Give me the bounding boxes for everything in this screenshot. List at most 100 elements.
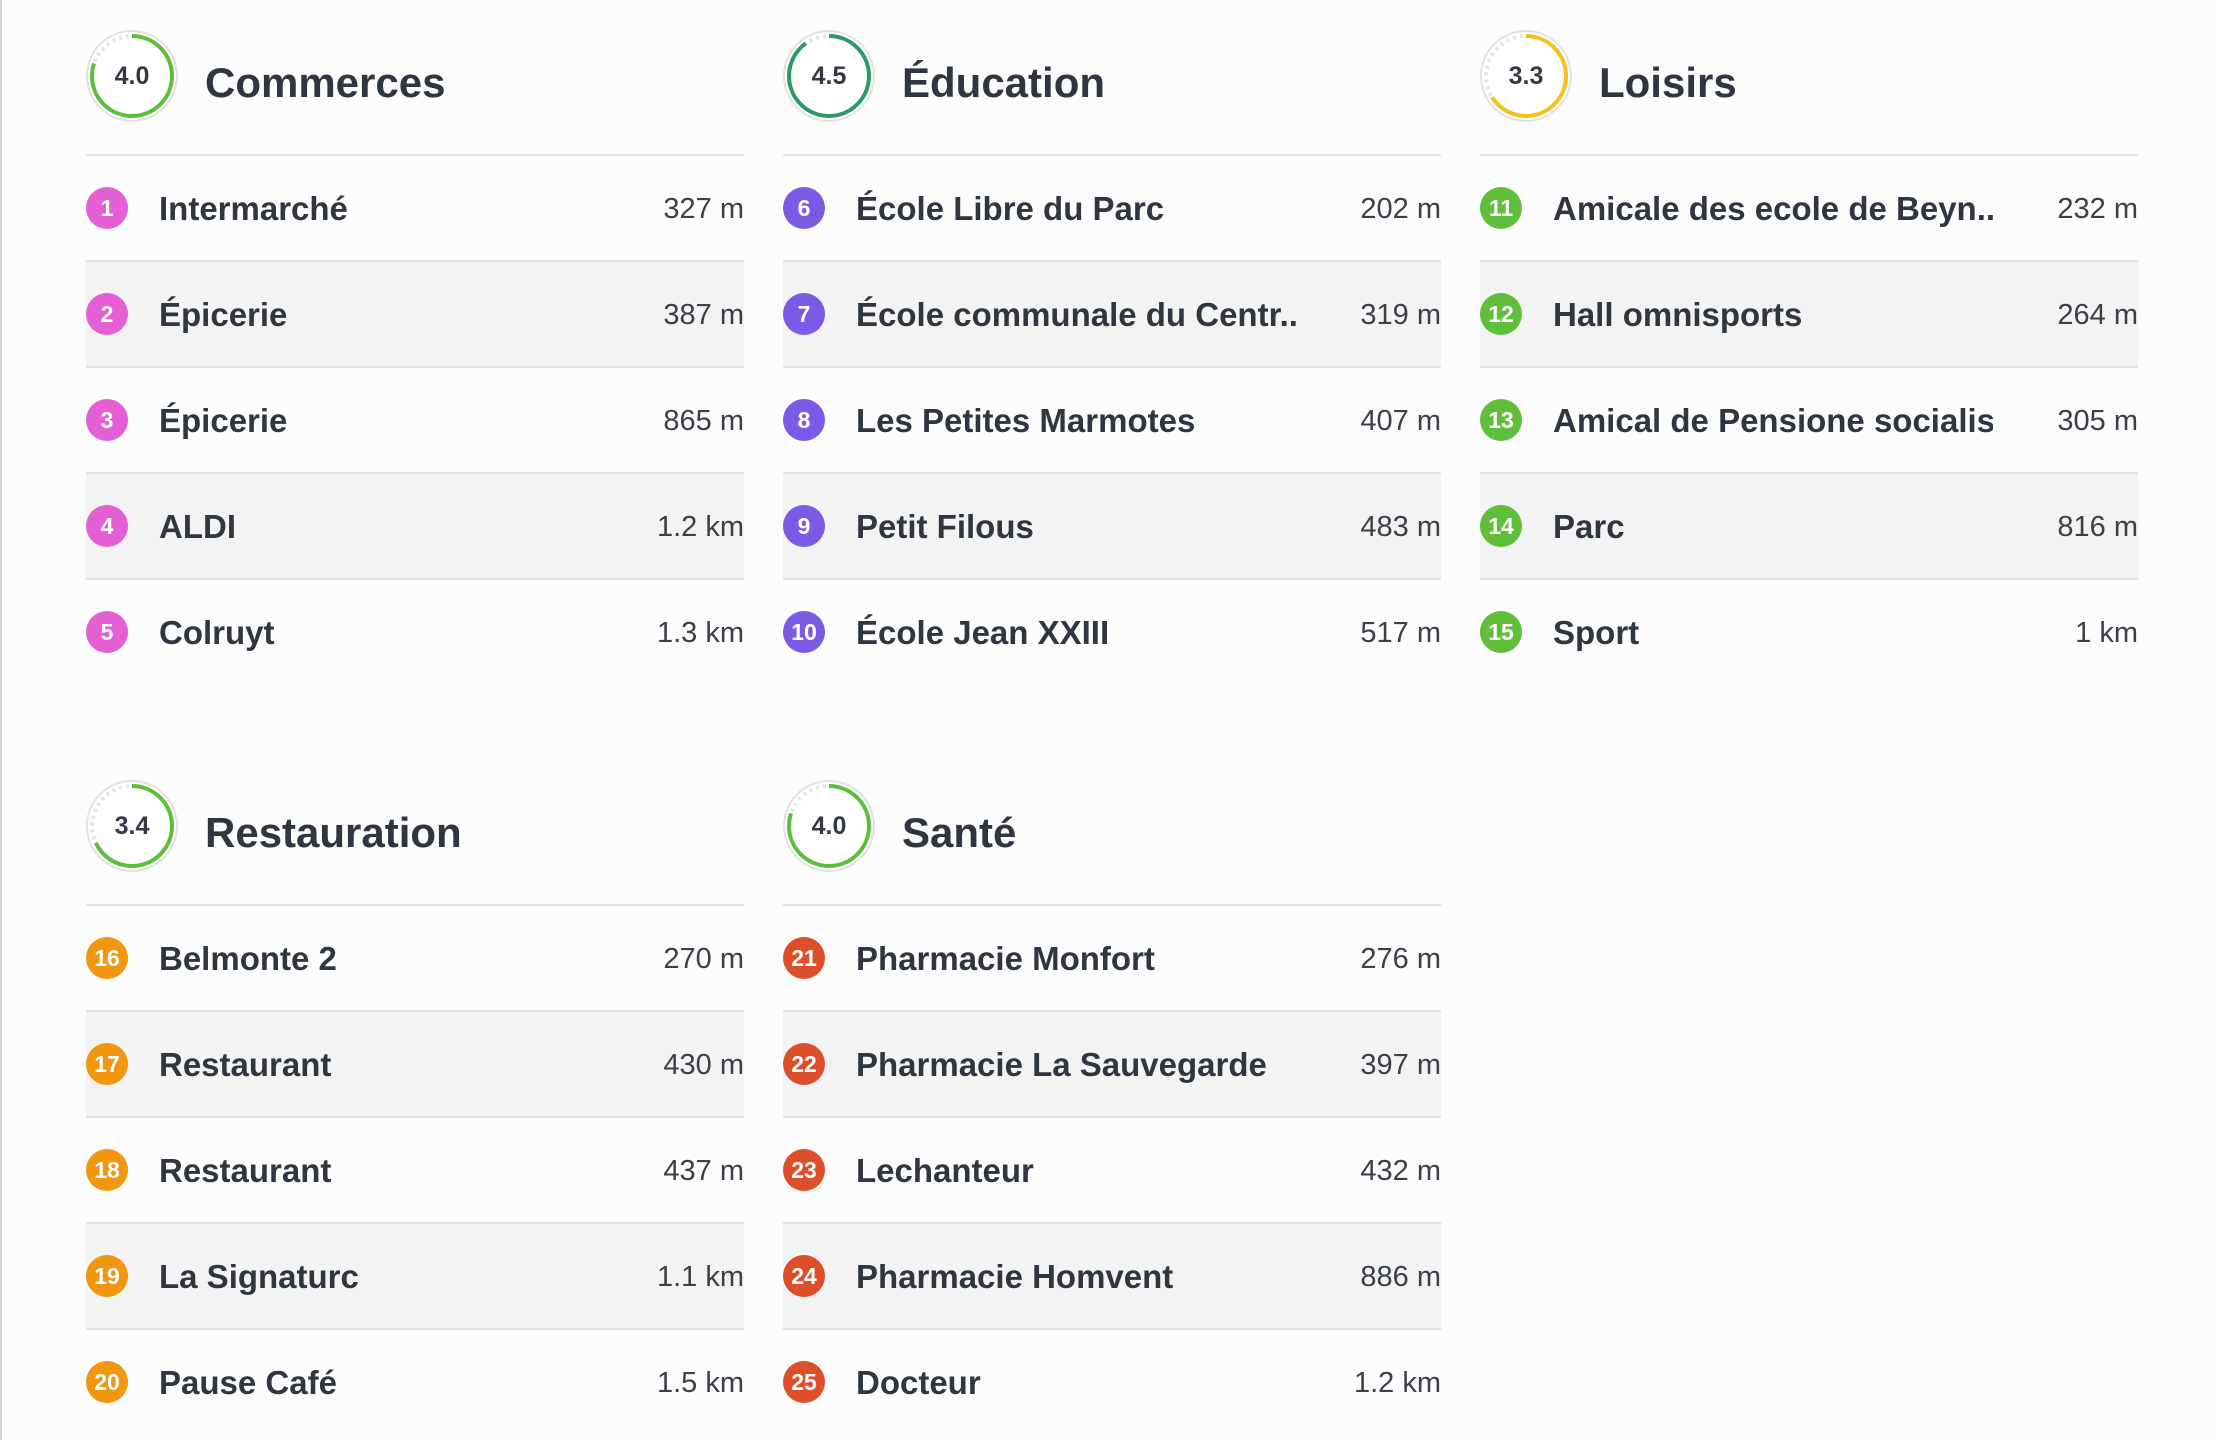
poi-row[interactable]: 1 Intermarché 327 m <box>86 156 744 262</box>
poi-row[interactable]: 11 Amicale des ecole de Beyn... 232 m <box>1480 156 2138 262</box>
poi-distance: 1 km <box>2075 617 2138 649</box>
category-restauration: 3.4 Restauration 16 Belmonte 2 270 m 17 Restau… <box>86 750 744 1436</box>
poi-number-badge: 21 <box>783 937 825 979</box>
poi-row[interactable]: 2 Épicerie 387 m <box>86 262 744 368</box>
poi-row[interactable]: 15 Sport 1 km <box>1480 580 2138 686</box>
poi-name: École communale du Centr... <box>856 296 1296 333</box>
score-value: 4.5 <box>811 62 847 90</box>
poi-row[interactable]: 9 Petit Filous 483 m <box>783 474 1441 580</box>
poi-distance: 264 m <box>2057 299 2138 331</box>
poi-distance: 319 m <box>1360 299 1441 331</box>
poi-distance: 432 m <box>1360 1155 1441 1187</box>
poi-number-badge: 18 <box>86 1149 128 1191</box>
poi-name: La Signaturc <box>159 1258 359 1295</box>
category-header: 4.5 Éducation <box>783 0 1441 156</box>
category-education: 4.5 Éducation 6 École Libre du Parc 202 m 7 Éc… <box>783 0 1441 686</box>
poi-name: Intermarché <box>159 190 348 227</box>
category-header: 4.0 Santé <box>783 750 1441 906</box>
poi-distance: 276 m <box>1360 943 1441 975</box>
poi-number-badge: 17 <box>86 1043 128 1085</box>
poi-row[interactable]: 25 Docteur 1.2 km <box>783 1330 1441 1436</box>
score-ring: 4.5 <box>783 30 875 122</box>
poi-row[interactable]: 5 Colruyt 1.3 km <box>86 580 744 686</box>
score-value: 3.3 <box>1508 62 1544 90</box>
poi-row[interactable]: 20 Pause Café 1.5 km <box>86 1330 744 1436</box>
poi-name: Pharmacie La Sauvegarde <box>856 1046 1267 1083</box>
poi-row[interactable]: 10 École Jean XXIII 517 m <box>783 580 1441 686</box>
poi-name: Sport <box>1553 614 1640 651</box>
poi-row[interactable]: 17 Restaurant 430 m <box>86 1012 744 1118</box>
poi-row[interactable]: 18 Restaurant 437 m <box>86 1118 744 1224</box>
poi-distance: 483 m <box>1360 511 1441 543</box>
poi-distance: 1.2 km <box>656 511 744 543</box>
poi-number-badge: 1 <box>86 187 128 229</box>
poi-distance: 387 m <box>663 299 744 331</box>
poi-number-badge: 7 <box>783 293 825 335</box>
category-title: Santé <box>902 809 1017 856</box>
poi-number-badge: 10 <box>783 611 825 653</box>
poi-row[interactable]: 14 Parc 816 m <box>1480 474 2138 580</box>
poi-row[interactable]: 16 Belmonte 2 270 m <box>86 906 744 1012</box>
category-title: Restauration <box>205 809 462 856</box>
score-arc <box>90 34 174 118</box>
score-arc <box>787 34 871 118</box>
poi-name: École Libre du Parc <box>856 190 1165 227</box>
category-header: 4.0 Commerces <box>86 0 744 156</box>
category-header: 3.3 Loisirs <box>1480 0 2138 156</box>
score-value: 4.0 <box>811 812 847 840</box>
poi-number-badge: 14 <box>1480 505 1522 547</box>
score-ring: 3.4 <box>86 780 178 872</box>
poi-row[interactable]: 13 Amical de Pensione socialist 305 m <box>1480 368 2138 474</box>
poi-number-badge: 13 <box>1480 399 1522 441</box>
left-border <box>0 0 2 1440</box>
poi-number-badge: 4 <box>86 505 128 547</box>
category-sante: 4.0 Santé 21 Pharmacie Monfort 276 m 22 Pharma… <box>783 750 1441 1436</box>
poi-number-badge: 11 <box>1480 187 1522 229</box>
poi-name: ALDI <box>159 508 236 545</box>
poi-name: Hall omnisports <box>1553 296 1803 333</box>
poi-distance: 397 m <box>1360 1049 1441 1081</box>
poi-row[interactable]: 6 École Libre du Parc 202 m <box>783 156 1441 262</box>
poi-name: Lechanteur <box>856 1152 1034 1189</box>
category-header: 3.4 Restauration <box>86 750 744 906</box>
poi-distance: 305 m <box>2057 405 2138 437</box>
poi-distance: 437 m <box>663 1155 744 1187</box>
poi-distance: 407 m <box>1360 405 1441 437</box>
poi-name: Pause Café <box>159 1364 337 1401</box>
category-title: Commerces <box>205 59 446 106</box>
poi-distance: 517 m <box>1360 617 1441 649</box>
poi-row[interactable]: 4 ALDI 1.2 km <box>86 474 744 580</box>
poi-number-badge: 9 <box>783 505 825 547</box>
poi-number-badge: 22 <box>783 1043 825 1085</box>
poi-number-badge: 24 <box>783 1255 825 1297</box>
poi-distance: 1.2 km <box>1353 1367 1441 1399</box>
poi-distance: 327 m <box>663 193 744 225</box>
poi-name: Amical de Pensione socialist <box>1553 402 1993 439</box>
score-ring: 4.0 <box>783 780 875 872</box>
poi-number-badge: 15 <box>1480 611 1522 653</box>
poi-number-badge: 23 <box>783 1149 825 1191</box>
poi-row[interactable]: 23 Lechanteur 432 m <box>783 1118 1441 1224</box>
poi-distance: 865 m <box>663 405 744 437</box>
poi-number-badge: 8 <box>783 399 825 441</box>
score-arc <box>787 784 871 868</box>
poi-row[interactable]: 3 Épicerie 865 m <box>86 368 744 474</box>
poi-name: Belmonte 2 <box>159 940 337 977</box>
poi-name: Restaurant <box>159 1046 332 1083</box>
score-arc <box>1484 34 1568 118</box>
poi-row[interactable]: 12 Hall omnisports 264 m <box>1480 262 2138 368</box>
poi-name: Restaurant <box>159 1152 332 1189</box>
poi-name: Épicerie <box>159 402 288 439</box>
poi-row[interactable]: 8 Les Petites Marmotes 407 m <box>783 368 1441 474</box>
poi-row[interactable]: 7 École communale du Centr... 319 m <box>783 262 1441 368</box>
poi-name: Pharmacie Monfort <box>856 940 1155 977</box>
poi-row[interactable]: 24 Pharmacie Homvent 886 m <box>783 1224 1441 1330</box>
poi-number-badge: 19 <box>86 1255 128 1297</box>
poi-name: Docteur <box>856 1364 981 1401</box>
poi-row[interactable]: 19 La Signaturc 1.1 km <box>86 1224 744 1330</box>
poi-name: Petit Filous <box>856 508 1034 545</box>
poi-distance: 202 m <box>1360 193 1441 225</box>
poi-row[interactable]: 21 Pharmacie Monfort 276 m <box>783 906 1441 1012</box>
score-arc <box>90 784 174 868</box>
poi-row[interactable]: 22 Pharmacie La Sauvegarde 397 m <box>783 1012 1441 1118</box>
